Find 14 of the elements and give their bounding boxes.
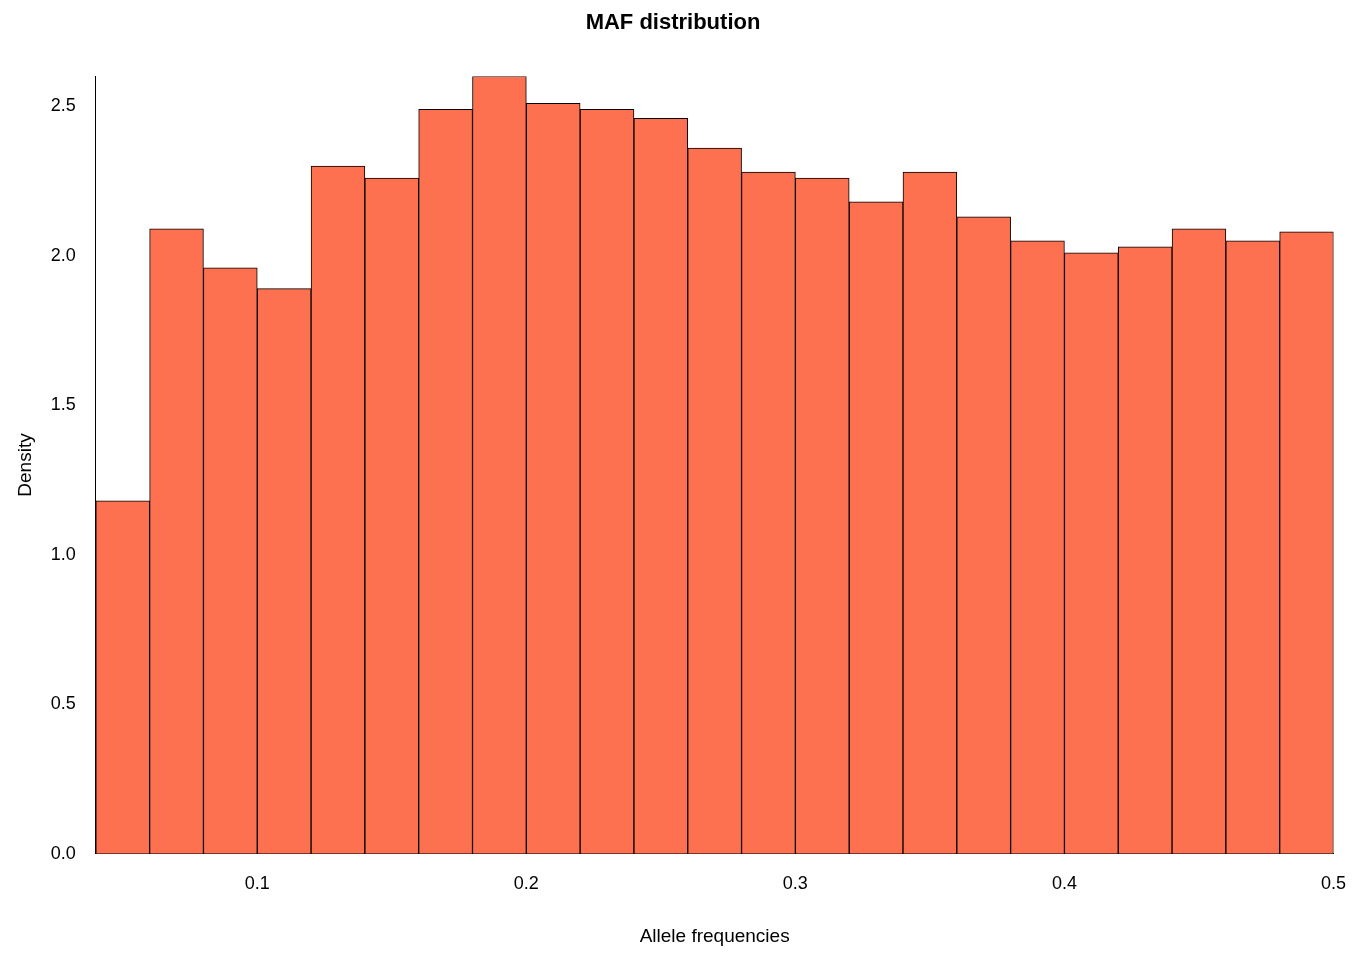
- x-tick-label: 0.1: [244, 873, 270, 894]
- y-tick-label: 2.5: [50, 95, 76, 116]
- y-tick-label: 1.0: [50, 543, 76, 564]
- y-tick-label: 2.0: [50, 244, 76, 265]
- y-tick-label: 0.0: [50, 842, 76, 863]
- x-tick-label: 0.5: [1320, 873, 1346, 894]
- x-tick-label: 0.4: [1051, 873, 1077, 894]
- chart-title: MAF distribution: [585, 9, 761, 35]
- x-axis-title: Allele frequencies: [639, 924, 790, 946]
- y-tick-label: 1.5: [50, 394, 76, 415]
- x-tick-label: 0.3: [782, 873, 808, 894]
- x-tick-label: 0.2: [513, 873, 539, 894]
- y-axis-title: Density: [13, 432, 35, 497]
- y-tick-label: 0.5: [50, 693, 76, 714]
